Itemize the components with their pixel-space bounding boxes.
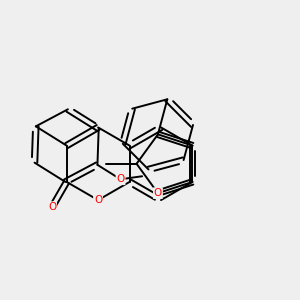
Text: O: O xyxy=(154,188,162,198)
Text: O: O xyxy=(48,202,56,212)
Text: O: O xyxy=(116,174,125,184)
Text: O: O xyxy=(94,195,102,205)
